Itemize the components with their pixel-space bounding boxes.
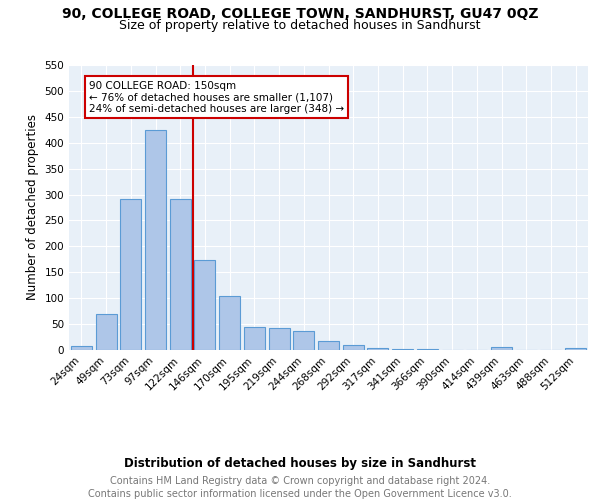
Bar bbox=[95, 314, 116, 350]
Text: 90 COLLEGE ROAD: 150sqm
← 76% of detached houses are smaller (1,107)
24% of semi: 90 COLLEGE ROAD: 150sqm ← 76% of detache… bbox=[89, 80, 344, 114]
Bar bbox=[71, 346, 92, 350]
Bar bbox=[565, 348, 586, 350]
Bar bbox=[244, 327, 265, 350]
Bar bbox=[269, 328, 290, 350]
Bar bbox=[120, 199, 141, 350]
Bar bbox=[491, 348, 512, 350]
Bar bbox=[293, 331, 314, 350]
Bar bbox=[219, 296, 240, 350]
Text: Contains HM Land Registry data © Crown copyright and database right 2024.: Contains HM Land Registry data © Crown c… bbox=[110, 476, 490, 486]
Y-axis label: Number of detached properties: Number of detached properties bbox=[26, 114, 39, 300]
Text: Distribution of detached houses by size in Sandhurst: Distribution of detached houses by size … bbox=[124, 458, 476, 470]
Bar bbox=[318, 341, 339, 350]
Bar bbox=[145, 130, 166, 350]
Bar bbox=[170, 199, 191, 350]
Text: Size of property relative to detached houses in Sandhurst: Size of property relative to detached ho… bbox=[119, 18, 481, 32]
Text: 90, COLLEGE ROAD, COLLEGE TOWN, SANDHURST, GU47 0QZ: 90, COLLEGE ROAD, COLLEGE TOWN, SANDHURS… bbox=[62, 8, 538, 22]
Bar bbox=[194, 260, 215, 350]
Bar bbox=[343, 346, 364, 350]
Bar bbox=[367, 348, 388, 350]
Text: Contains public sector information licensed under the Open Government Licence v3: Contains public sector information licen… bbox=[88, 489, 512, 499]
